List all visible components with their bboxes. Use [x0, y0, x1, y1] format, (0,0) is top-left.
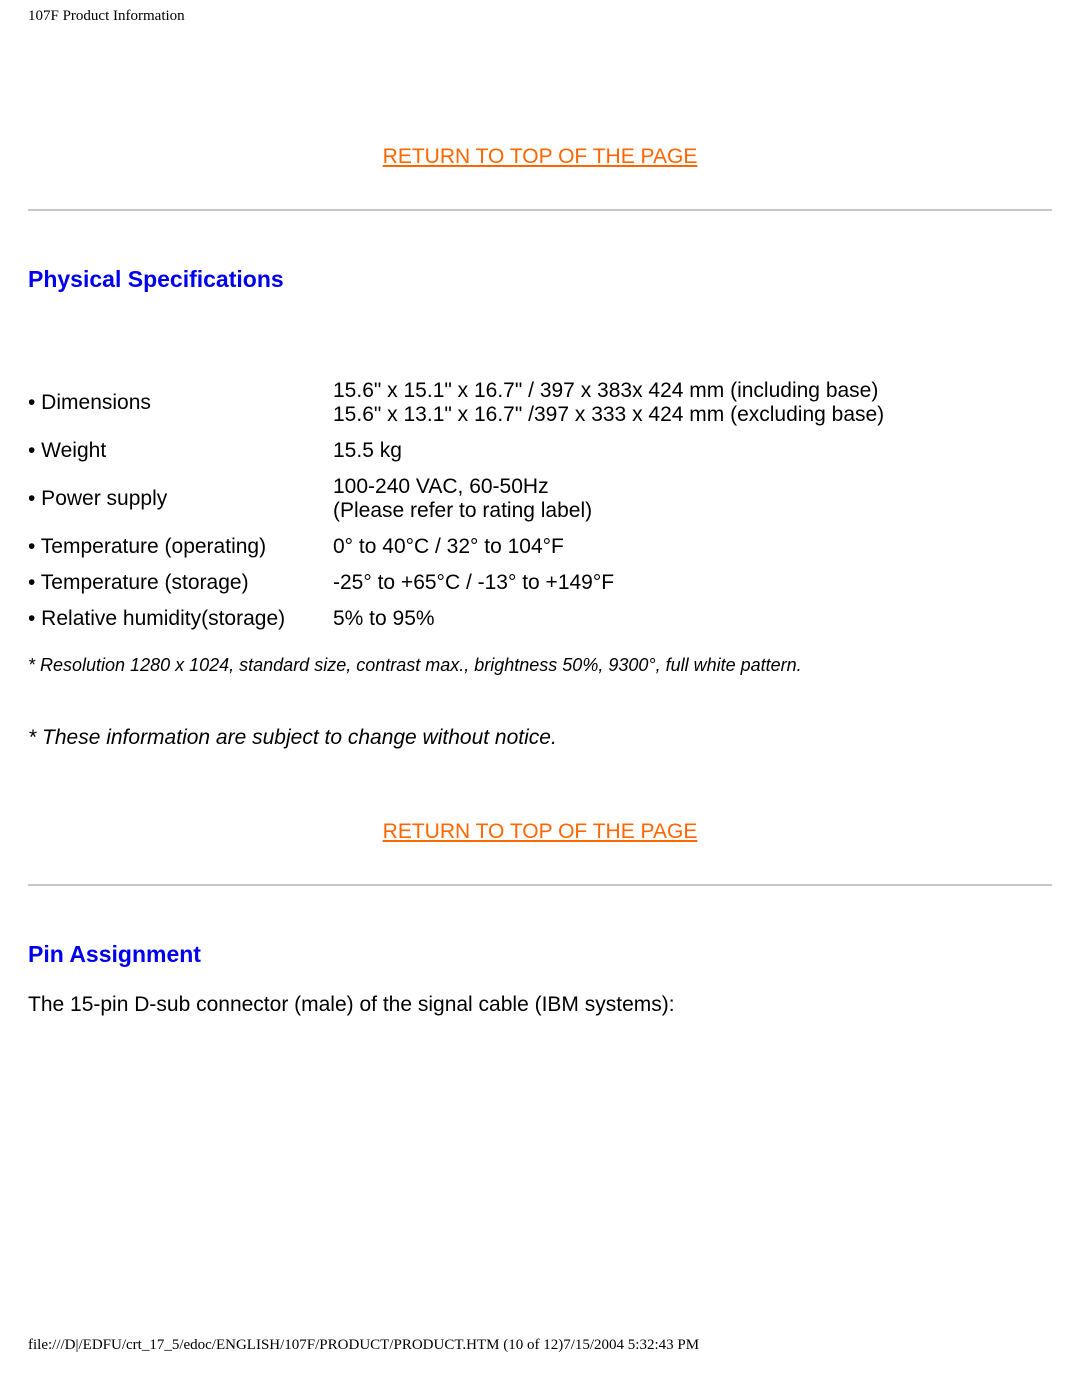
spec-label-power: • Power supply	[28, 469, 333, 529]
divider-2	[28, 884, 1052, 886]
return-top-link-1: RETURN TO TOP OF THE PAGE	[28, 145, 1052, 169]
spec-label-humidity: • Relative humidity(storage)	[28, 601, 333, 637]
spec-value-weight: 15.5 kg	[333, 433, 1052, 469]
spec-table: • Dimensions 15.6" x 15.1" x 16.7" / 397…	[28, 373, 1052, 637]
dimensions-line1: 15.6" x 15.1" x 16.7" / 397 x 383x 424 m…	[333, 379, 878, 402]
spec-label-weight: • Weight	[28, 433, 333, 469]
spec-label-dimensions: • Dimensions	[28, 373, 333, 433]
table-row: • Temperature (storage) -25° to +65°C / …	[28, 565, 1052, 601]
dimensions-line2: 15.6" x 13.1" x 16.7" /397 x 333 x 424 m…	[333, 403, 884, 426]
table-row: • Power supply 100-240 VAC, 60-50Hz (Ple…	[28, 469, 1052, 529]
spec-value-temp-op: 0° to 40°C / 32° to 104°F	[333, 529, 1052, 565]
table-row: • Weight 15.5 kg	[28, 433, 1052, 469]
pin-assignment-heading: Pin Assignment	[28, 941, 1052, 968]
page-container: 107F Product Information RETURN TO TOP O…	[0, 0, 1080, 1362]
spec-label-temp-op: • Temperature (operating)	[28, 529, 333, 565]
spec-value-humidity: 5% to 95%	[333, 601, 1052, 637]
footer-file-path: file:///D|/EDFU/crt_17_5/edoc/ENGLISH/10…	[28, 1337, 1052, 1354]
power-line1: 100-240 VAC, 60-50Hz	[333, 475, 549, 498]
table-row: • Relative humidity(storage) 5% to 95%	[28, 601, 1052, 637]
spec-value-power: 100-240 VAC, 60-50Hz (Please refer to ra…	[333, 469, 1052, 529]
pin-assignment-intro: The 15-pin D-sub connector (male) of the…	[28, 993, 1052, 1017]
spec-value-temp-storage: -25° to +65°C / -13° to +149°F	[333, 565, 1052, 601]
spec-label-temp-storage: • Temperature (storage)	[28, 565, 333, 601]
change-notice-footnote: * These information are subject to chang…	[28, 726, 1052, 750]
return-top-anchor-2[interactable]: RETURN TO TOP OF THE PAGE	[383, 820, 698, 843]
spec-value-dimensions: 15.6" x 15.1" x 16.7" / 397 x 383x 424 m…	[333, 373, 1052, 433]
divider-1	[28, 209, 1052, 211]
table-row: • Dimensions 15.6" x 15.1" x 16.7" / 397…	[28, 373, 1052, 433]
table-row: • Temperature (operating) 0° to 40°C / 3…	[28, 529, 1052, 565]
return-top-link-2: RETURN TO TOP OF THE PAGE	[28, 820, 1052, 844]
power-line2: (Please refer to rating label)	[333, 499, 592, 522]
physical-specifications-heading: Physical Specifications	[28, 266, 1052, 293]
page-header-title: 107F Product Information	[28, 8, 1052, 25]
return-top-anchor-1[interactable]: RETURN TO TOP OF THE PAGE	[383, 145, 698, 168]
resolution-footnote: * Resolution 1280 x 1024, standard size,…	[28, 655, 1052, 676]
